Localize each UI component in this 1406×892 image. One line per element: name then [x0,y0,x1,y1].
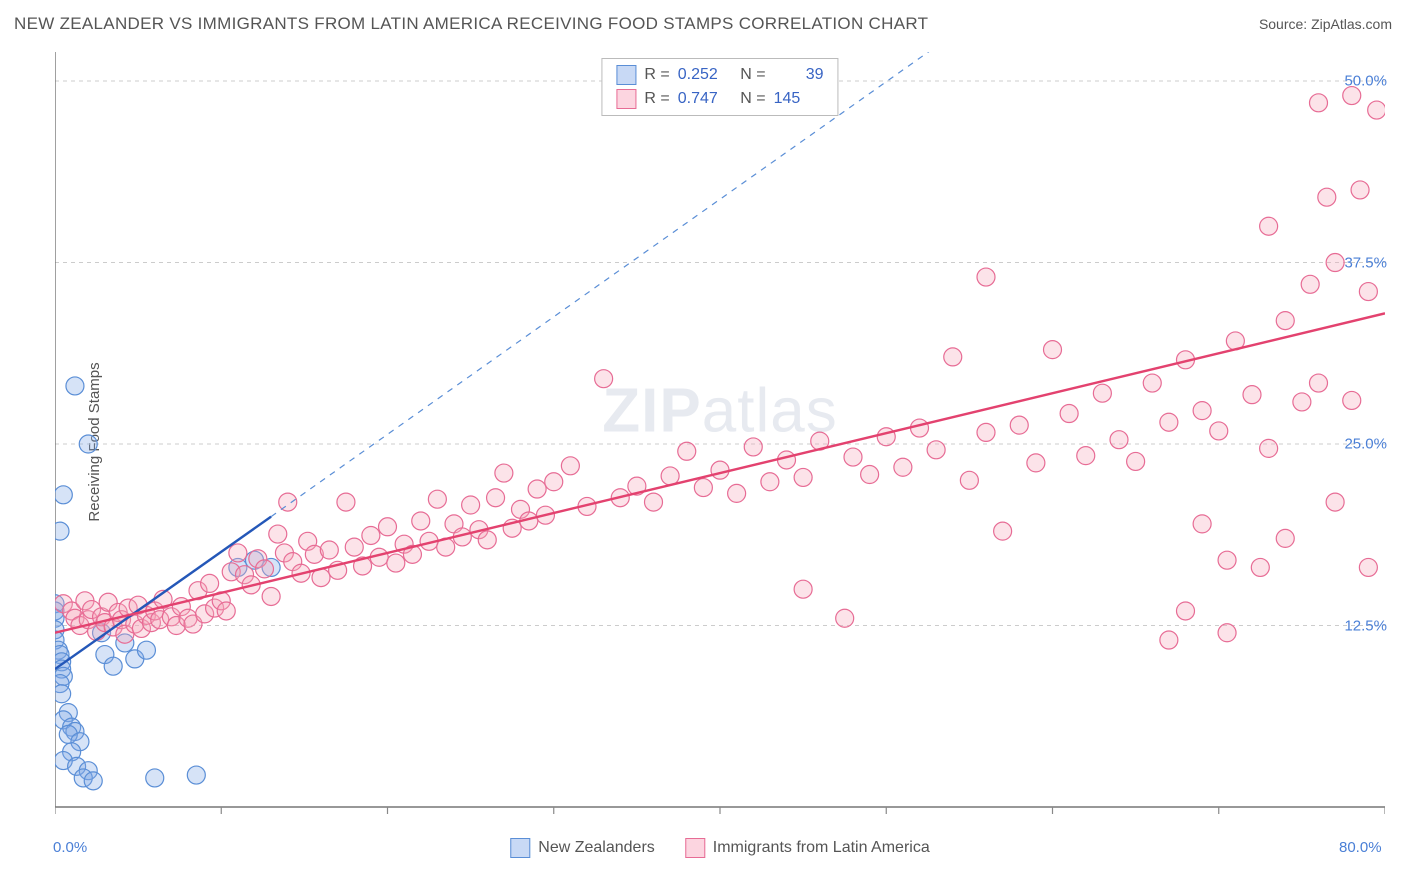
r-value-nz: 0.252 [678,66,728,84]
scatter-plot [55,52,1385,832]
source-attribution: Source: ZipAtlas.com [1259,16,1392,32]
legend-label-latin: Immigrants from Latin America [713,839,930,857]
y-tick-label: 12.5% [1344,617,1387,634]
chart-area: Receiving Food Stamps ZIPatlas R = 0.252… [55,52,1385,832]
legend-swatch-nz-icon [510,838,530,858]
legend-item-latin: Immigrants from Latin America [685,838,930,858]
x-tick-label: 0.0% [53,839,87,856]
legend-item-nz: New Zealanders [510,838,655,858]
r-value-latin: 0.747 [678,90,728,108]
x-tick-label: 80.0% [1339,839,1382,856]
header: NEW ZEALANDER VS IMMIGRANTS FROM LATIN A… [14,14,1392,34]
y-tick-label: 37.5% [1344,254,1387,271]
legend-series: New Zealanders Immigrants from Latin Ame… [510,838,929,858]
legend-swatch-latin-icon [685,838,705,858]
n-value-nz: 39 [774,66,824,84]
legend-row-nz: R = 0.252 N = 39 [616,63,823,87]
y-tick-label: 50.0% [1344,73,1387,90]
n-value-latin: 145 [774,90,824,108]
legend-row-latin: R = 0.747 N = 145 [616,87,823,111]
legend-correlation: R = 0.252 N = 39 R = 0.747 N = 145 [601,58,838,116]
legend-label-nz: New Zealanders [538,839,655,857]
y-tick-label: 25.0% [1344,436,1387,453]
chart-title: NEW ZEALANDER VS IMMIGRANTS FROM LATIN A… [14,14,928,34]
legend-swatch-nz [616,65,636,85]
legend-swatch-latin [616,89,636,109]
